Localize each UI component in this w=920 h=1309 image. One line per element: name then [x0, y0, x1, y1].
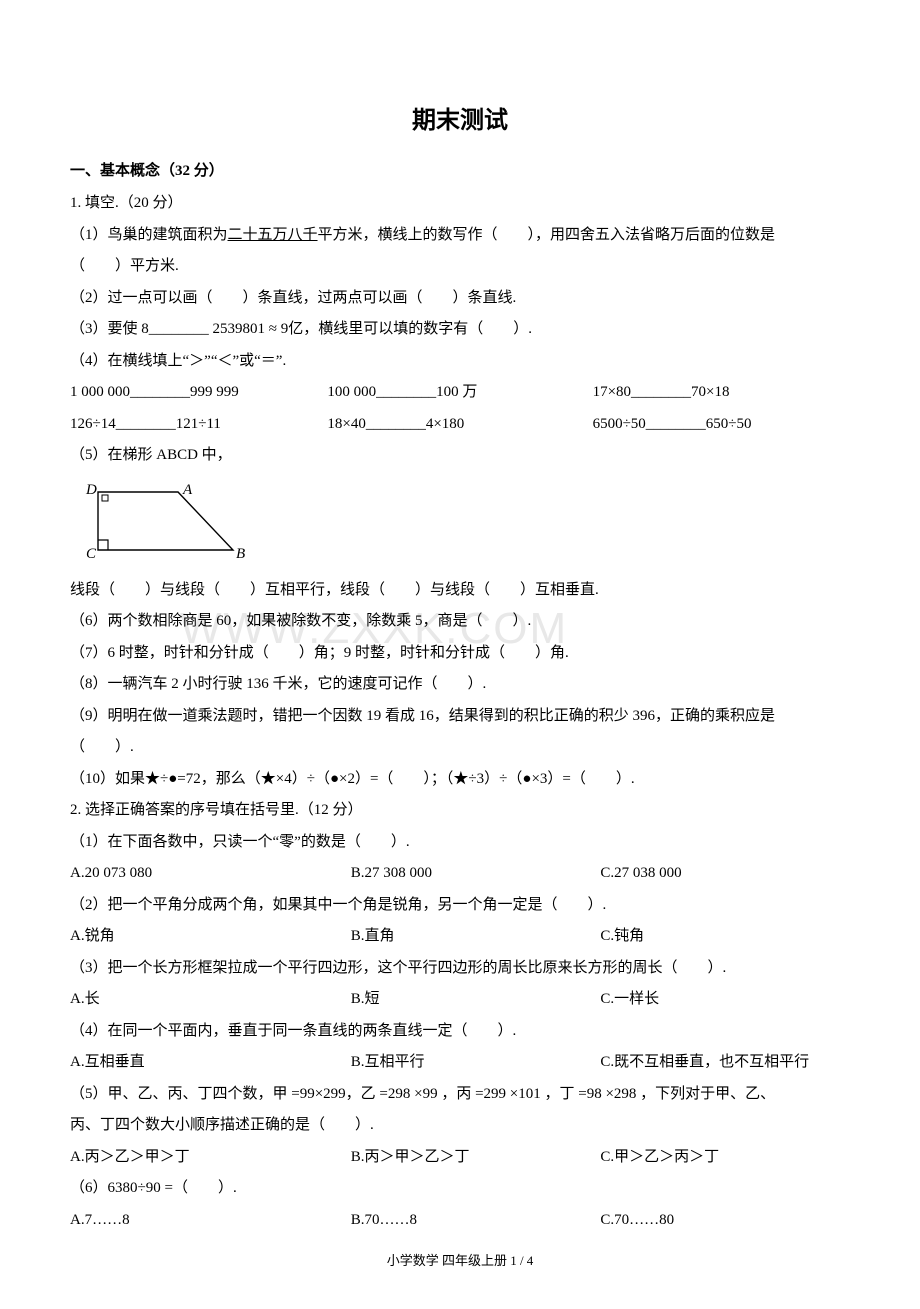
q2-head: 2. 选择正确答案的序号填在括号里.（12 分） [70, 795, 850, 827]
q1-4-r1c1: 1 000 000________999 999 [70, 377, 327, 409]
q2-1-opts: A.20 073 080 B.27 308 000 C.27 038 000 [70, 858, 850, 890]
q1-4-r2c1: 126÷14________121÷11 [70, 409, 327, 441]
q2-4-opts: A.互相垂直 B.互相平行 C.既不互相垂直，也不互相平行 [70, 1047, 850, 1079]
q1-8: （8）一辆汽车 2 小时行驶 136 千米，它的速度可记作（ ）. [70, 669, 850, 701]
q1-4-row2: 126÷14________121÷11 18×40________4×180 … [70, 409, 850, 441]
q1-4-r1c2: 100 000________100 万 [327, 377, 592, 409]
q1-1-line2: （ ）平方米. [70, 251, 850, 283]
q2-5-opts: A.丙＞乙＞甲＞丁 B.丙＞甲＞乙＞丁 C.甲＞乙＞丙＞丁 [70, 1142, 850, 1174]
q2-2-opts: A.锐角 B.直角 C.钝角 [70, 921, 850, 953]
q1-3: （3）要使 8________ 2539801 ≈ 9亿，横线里可以填的数字有（… [70, 314, 850, 346]
q1-4: （4）在横线填上“＞”“＜”或“＝”. [70, 346, 850, 378]
q2-3-a: A.长 [70, 984, 351, 1016]
q2-1-b: B.27 308 000 [351, 858, 601, 890]
q2-3-opts: A.长 B.短 C.一样长 [70, 984, 850, 1016]
q2-1-c: C.27 038 000 [600, 858, 850, 890]
q2-3: （3）把一个长方形框架拉成一个平行四边形，这个平行四边形的周长比原来长方形的周长… [70, 953, 850, 985]
label-A: A [182, 482, 193, 498]
q1-head: 1. 填空.（20 分） [70, 188, 850, 220]
page-title: 期末测试 [70, 100, 850, 135]
q2-6-a: A.7……8 [70, 1205, 351, 1237]
q1-4-row1: 1 000 000________999 999 100 000________… [70, 377, 850, 409]
q1-4-r2c3: 6500÷50________650÷50 [593, 409, 850, 441]
q2-3-c: C.一样长 [600, 984, 850, 1016]
label-B: B [236, 546, 245, 562]
q1-5: （5）在梯形 ABCD 中， [70, 440, 850, 472]
q2-2: （2）把一个平角分成两个角，如果其中一个角是锐角，另一个角一定是（ ）. [70, 890, 850, 922]
section-1-heading: 一、基本概念（32 分） [70, 159, 850, 180]
q2-1-a: A.20 073 080 [70, 858, 351, 890]
q2-6: （6）6380÷90 =（ ）. [70, 1173, 850, 1205]
q1-1-a: （1）鸟巢的建筑面积为 [70, 227, 228, 243]
q1-9a: （9）明明在做一道乘法题时，错把一个因数 19 看成 16，结果得到的积比正确的… [70, 701, 850, 733]
label-C: C [86, 546, 97, 562]
q1-1-underline: 二十五万八千 [228, 227, 318, 243]
q1-2: （2）过一点可以画（ ）条直线，过两点可以画（ ）条直线. [70, 283, 850, 315]
q1-9b: （ ）. [70, 732, 850, 764]
q2-5-b: B.丙＞甲＞乙＞丁 [351, 1142, 601, 1174]
q1-4-r1c3: 17×80________70×18 [593, 377, 850, 409]
q2-3-b: B.短 [351, 984, 601, 1016]
q1-4-r2c2: 18×40________4×180 [327, 409, 592, 441]
q2-2-a: A.锐角 [70, 921, 351, 953]
q1-1-b: 平方米，横线上的数写作（ ），用四舍五入法省略万后面的位数是 [318, 227, 776, 243]
q2-5-a: A.丙＞乙＞甲＞丁 [70, 1142, 351, 1174]
q1-5b: 线段（ ）与线段（ ）互相平行，线段（ ）与线段（ ）互相垂直. [70, 575, 850, 607]
q2-2-c: C.钝角 [600, 921, 850, 953]
q2-4-c: C.既不互相垂直，也不互相平行 [600, 1047, 850, 1079]
q2-5-l2: 丙、丁四个数大小顺序描述正确的是（ ）. [70, 1110, 850, 1142]
page-footer: 小学数学 四年级上册 1 / 4 [70, 1250, 850, 1269]
q1-6: （6）两个数相除商是 60，如果被除数不变，除数乘 5，商是（ ）. [70, 606, 850, 638]
q2-4-a: A.互相垂直 [70, 1047, 351, 1079]
q2-6-opts: A.7……8 B.70……8 C.70……80 [70, 1205, 850, 1237]
q2-4-b: B.互相平行 [351, 1047, 601, 1079]
label-D: D [85, 482, 97, 498]
q2-1: （1）在下面各数中，只读一个“零”的数是（ ）. [70, 827, 850, 859]
q2-2-b: B.直角 [351, 921, 601, 953]
q2-6-b: B.70……8 [351, 1205, 601, 1237]
q2-5-c: C.甲＞乙＞丙＞丁 [600, 1142, 850, 1174]
q1-1-line1: （1）鸟巢的建筑面积为二十五万八千平方米，横线上的数写作（ ），用四舍五入法省略… [70, 220, 850, 252]
q2-4: （4）在同一个平面内，垂直于同一条直线的两条直线一定（ ）. [70, 1016, 850, 1048]
q2-6-c: C.70……80 [600, 1205, 850, 1237]
q1-10: （10）如果★÷●=72，那么（★×4）÷（●×2）=（ ）；（★÷3）÷（●×… [70, 764, 850, 796]
trapezoid-figure: D A C B [78, 478, 850, 569]
q1-7: （7）6 时整，时针和分针成（ ）角；9 时整，时针和分针成（ ）角. [70, 638, 850, 670]
q2-5-l1: （5）甲、乙、丙、丁四个数，甲 =99×299，乙 =298 ×99 ，丙 =2… [70, 1079, 850, 1111]
